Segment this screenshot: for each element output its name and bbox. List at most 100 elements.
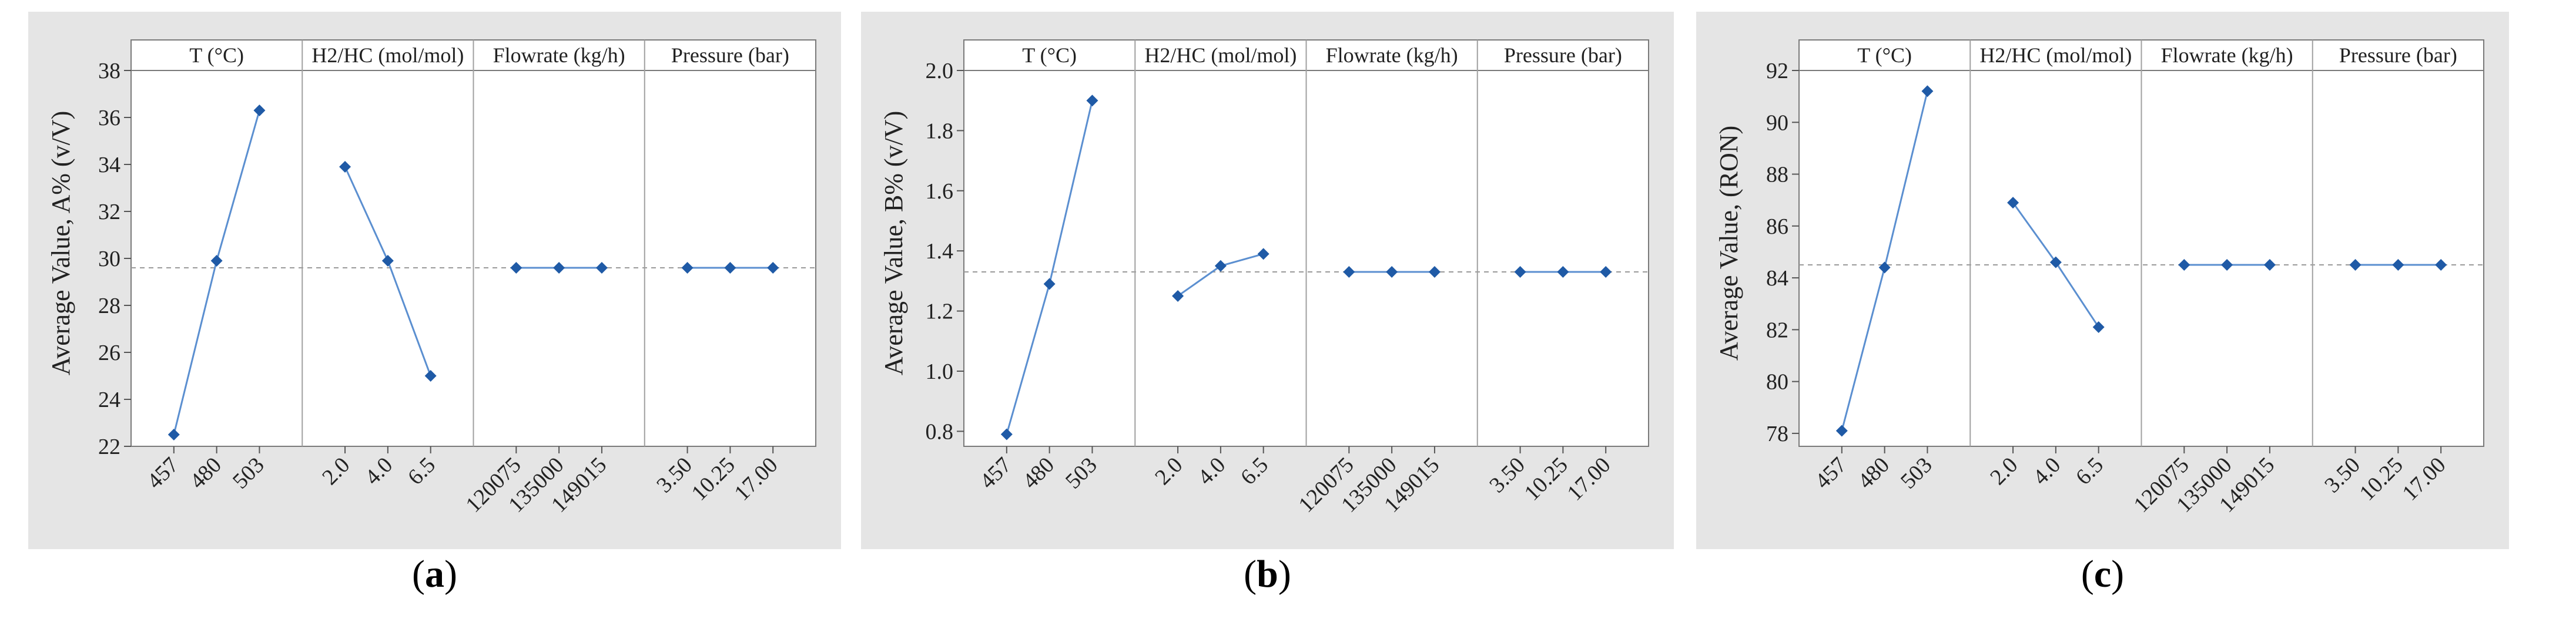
factor-header: Pressure (bar) bbox=[1504, 43, 1622, 67]
y-tick-label: 1.6 bbox=[926, 179, 954, 204]
y-tick-label: 30 bbox=[98, 247, 120, 271]
x-tick-label: 480 bbox=[185, 453, 226, 494]
data-point bbox=[1921, 85, 1934, 97]
y-tick-label: 0.8 bbox=[926, 419, 954, 444]
y-tick-label: 78 bbox=[1766, 422, 1788, 446]
x-tick-label: 17.00 bbox=[729, 453, 782, 506]
y-tick-label: 36 bbox=[98, 106, 120, 130]
x-tick-label: 457 bbox=[142, 453, 183, 494]
factor-header: H2/HC (mol/mol) bbox=[311, 43, 464, 67]
x-tick-label: 6.5 bbox=[1236, 453, 1273, 490]
y-tick-label: 22 bbox=[98, 435, 120, 459]
chart-panel-c: 78 80 82 84 86 88 90 92 Average Value, (RON) T (°… bbox=[1696, 12, 2509, 549]
x-tick-label: 6.5 bbox=[403, 453, 440, 490]
y-tick-label: 84 bbox=[1766, 266, 1788, 291]
data-point bbox=[2263, 259, 2276, 271]
y-tick-label: 1.4 bbox=[926, 239, 954, 264]
data-point bbox=[2092, 321, 2105, 333]
data-point bbox=[1878, 261, 1891, 274]
y-tick-label: 1.8 bbox=[926, 119, 954, 143]
data-point bbox=[2435, 259, 2447, 271]
x-tick-label: 6.5 bbox=[2071, 453, 2108, 490]
data-point bbox=[381, 255, 394, 267]
y-tick-label: 86 bbox=[1766, 214, 1788, 239]
x-tick-label: 10.25 bbox=[2355, 453, 2408, 506]
x-tick-label: 17.00 bbox=[2397, 453, 2450, 506]
chart-panel-b: 0.8 1.0 1.2 1.4 1.6 1.8 2.0 Average Value, B% (… bbox=[861, 12, 1674, 549]
main-effects-plot-a: 22 24 26 28 30 32 34 36 38 Average Value, A% (v/V… bbox=[46, 39, 816, 517]
x-tick-label: 4.0 bbox=[2028, 453, 2065, 490]
factor-header: Flowrate (kg/h) bbox=[493, 43, 625, 67]
data-point bbox=[1000, 428, 1013, 440]
x-tick-label: 457 bbox=[1810, 453, 1851, 494]
data-point bbox=[681, 262, 694, 274]
y-tick-label: 38 bbox=[98, 59, 120, 83]
data-point bbox=[168, 429, 180, 440]
data-point bbox=[1386, 266, 1398, 278]
main-effects-plot-c: 78 80 82 84 86 88 90 92 Average Value, (RON) T (°… bbox=[1714, 39, 2484, 517]
x-tick-label: 480 bbox=[1853, 453, 1894, 494]
x-tick-label: 2.0 bbox=[1150, 453, 1187, 490]
y-tick-label: 82 bbox=[1766, 318, 1788, 342]
data-point bbox=[1172, 290, 1184, 302]
x-tick-label: 2.0 bbox=[317, 453, 354, 490]
panel-caption-b: (b) bbox=[1244, 553, 1291, 596]
data-point bbox=[1428, 266, 1441, 278]
x-tick-label: 503 bbox=[1896, 453, 1937, 494]
data-point bbox=[1343, 266, 1355, 278]
data-point bbox=[553, 262, 565, 274]
data-point bbox=[2178, 259, 2190, 271]
y-tick-label: 2.0 bbox=[926, 59, 954, 83]
y-axis-label: Average Value, A% (v/V) bbox=[46, 111, 75, 375]
data-point bbox=[2049, 256, 2062, 268]
data-point bbox=[2392, 259, 2404, 271]
y-tick-label: 32 bbox=[98, 200, 120, 224]
x-tick-label: 4.0 bbox=[1193, 453, 1230, 490]
chart-panel-a: 22 24 26 28 30 32 34 36 38 Average Value, A% (v/V… bbox=[28, 12, 841, 549]
panel-caption-a: (a) bbox=[412, 553, 457, 596]
factor-header: H2/HC (mol/mol) bbox=[1979, 43, 2132, 67]
y-axis-label: Average Value, B% (v/V) bbox=[879, 111, 908, 375]
data-point bbox=[2349, 259, 2361, 271]
data-point bbox=[724, 262, 736, 274]
y-tick-label: 88 bbox=[1766, 163, 1788, 187]
data-point bbox=[2221, 259, 2233, 271]
factor-header: Flowrate (kg/h) bbox=[1326, 43, 1458, 67]
y-axis-label: Average Value, (RON) bbox=[1714, 126, 1743, 361]
y-tick-label: 92 bbox=[1766, 59, 1788, 83]
data-point bbox=[510, 262, 522, 274]
x-tick-label: 503 bbox=[228, 453, 269, 494]
data-point bbox=[424, 370, 437, 382]
x-tick-label: 457 bbox=[975, 453, 1016, 494]
y-tick-label: 34 bbox=[98, 153, 120, 177]
x-tick-label: 503 bbox=[1061, 453, 1102, 494]
y-tick-label: 28 bbox=[98, 294, 120, 318]
data-point bbox=[1600, 266, 1612, 278]
factor-header: T (°C) bbox=[189, 43, 244, 67]
y-tick-label: 26 bbox=[98, 341, 120, 365]
x-tick-label: 17.00 bbox=[1562, 453, 1615, 506]
data-point bbox=[1514, 266, 1526, 278]
data-point bbox=[595, 262, 608, 274]
data-point bbox=[1086, 95, 1098, 107]
factor-header: Pressure (bar) bbox=[2339, 43, 2457, 67]
data-point bbox=[1257, 248, 1269, 260]
x-tick-label: 10.25 bbox=[1520, 453, 1573, 506]
y-tick-label: 1.0 bbox=[926, 359, 954, 384]
data-point bbox=[1214, 260, 1227, 272]
data-point bbox=[210, 255, 223, 267]
factor-header: Flowrate (kg/h) bbox=[2161, 43, 2293, 67]
data-point bbox=[1557, 266, 1569, 278]
data-point bbox=[767, 262, 779, 274]
factor-header: Pressure (bar) bbox=[671, 43, 789, 67]
data-point bbox=[1835, 425, 1848, 437]
data-point bbox=[339, 161, 351, 173]
factor-header: T (°C) bbox=[1022, 43, 1077, 67]
data-point bbox=[2007, 197, 2019, 209]
panel-caption-c: (c) bbox=[2081, 553, 2125, 596]
main-effects-plot-b: 0.8 1.0 1.2 1.4 1.6 1.8 2.0 Average Value, B% (… bbox=[879, 39, 1649, 517]
factor-header: H2/HC (mol/mol) bbox=[1144, 43, 1297, 67]
y-tick-label: 1.2 bbox=[926, 300, 954, 324]
x-tick-label: 480 bbox=[1018, 453, 1059, 494]
y-tick-label: 24 bbox=[98, 388, 120, 412]
